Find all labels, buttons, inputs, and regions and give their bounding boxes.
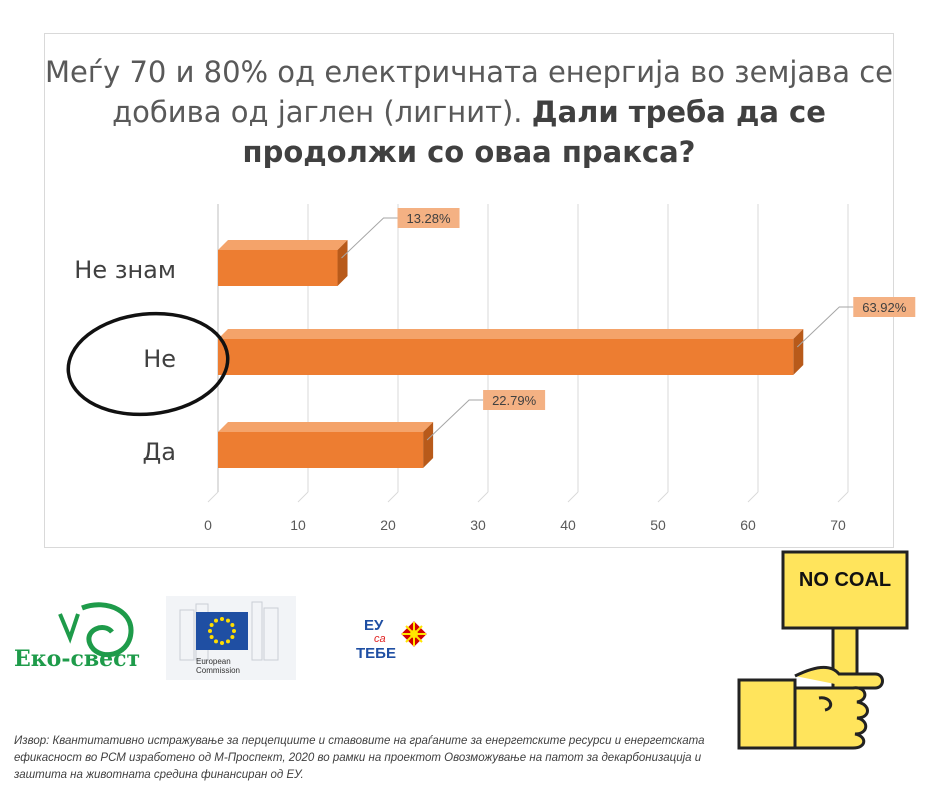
eu-star [209,623,214,627]
gridline-floor [387,491,399,503]
eu-star [214,639,218,644]
bar-top [218,329,804,339]
gridline-floor [567,491,579,503]
bar [218,339,794,375]
sa-text: са [374,633,386,645]
gridline-floor [837,491,849,503]
gridline-floor [297,491,309,503]
category-labels: Не знам Не Да [74,256,176,466]
data-labels: 13.28% 63.92% 22.79% [341,208,916,441]
eu-star [220,641,224,645]
bar-side [793,329,804,375]
data-label: 63.92% [862,300,907,315]
eu-star [230,623,235,627]
leader-line [341,217,398,259]
category-label: Не [143,345,176,373]
eu-star [208,629,212,633]
x-tick-label: 50 [650,517,666,533]
x-tick-label: 70 [830,517,846,533]
data-label: 13.28% [406,211,451,226]
bar [218,432,424,468]
x-tick-label: 20 [380,517,396,533]
eko-svest-logo: Еко-свест [14,602,140,672]
x-tick-label: 0 [204,517,212,533]
chart-title-question: Дали треба да се продолжи со оваа пракса… [242,95,826,169]
category-label: Да [143,438,176,466]
eu-star [230,635,235,639]
eu-star [232,629,236,633]
x-tick-labels: 0 10 20 30 40 50 60 70 [204,517,846,533]
hand-drawn-circle [66,311,230,417]
gridline-floor [477,491,489,503]
european-commission-logo: European Commission [166,596,296,680]
eu-star [226,618,230,623]
source-note: Извор: Квантитативно истражување за перц… [14,735,705,781]
eu-sa-tebe-logo: ЕУ са ТЕБЕ [356,617,427,662]
sign-text: NO COAL [799,569,891,591]
bars [218,240,804,468]
mk-flag-icon [401,621,427,647]
x-tick-label: 30 [470,517,486,533]
no-coal-sign: NO COAL [737,550,909,750]
eu-star [214,618,218,623]
bar-side [337,240,348,286]
eu-star [220,617,224,621]
bar-side [423,422,434,468]
chart-panel [44,33,894,548]
eu-star [209,635,214,639]
data-label-box [483,390,546,410]
gridline-floor [657,491,669,503]
leader-line [796,306,854,348]
eu-star [226,639,230,644]
data-label: 22.79% [492,393,537,408]
eko-svest-text: Еко-свест [14,646,140,672]
eu-text: ЕУ [364,617,384,634]
leader-line [426,399,484,441]
ec-text-line2: Commission [196,666,240,675]
gridline-floor [207,491,219,503]
tebe-text: ТЕБЕ [356,645,396,662]
data-label-box [853,297,916,317]
x-tick-label: 60 [740,517,756,533]
bar-top [218,240,348,250]
x-tick-label: 40 [560,517,576,533]
ec-text-line1: European [196,657,231,666]
category-label: Не знам [74,256,176,284]
chart-title: Меѓу 70 и 80% од електричната енергија в… [44,52,894,172]
hand-icon [737,666,884,750]
data-label-box [397,208,460,228]
x-tick-label: 10 [290,517,306,533]
chart-title-part1: Меѓу 70 и 80% од електричната енергија в… [44,55,894,129]
gridline-floor [747,491,759,503]
bar [218,250,338,286]
bar-top [218,422,434,432]
